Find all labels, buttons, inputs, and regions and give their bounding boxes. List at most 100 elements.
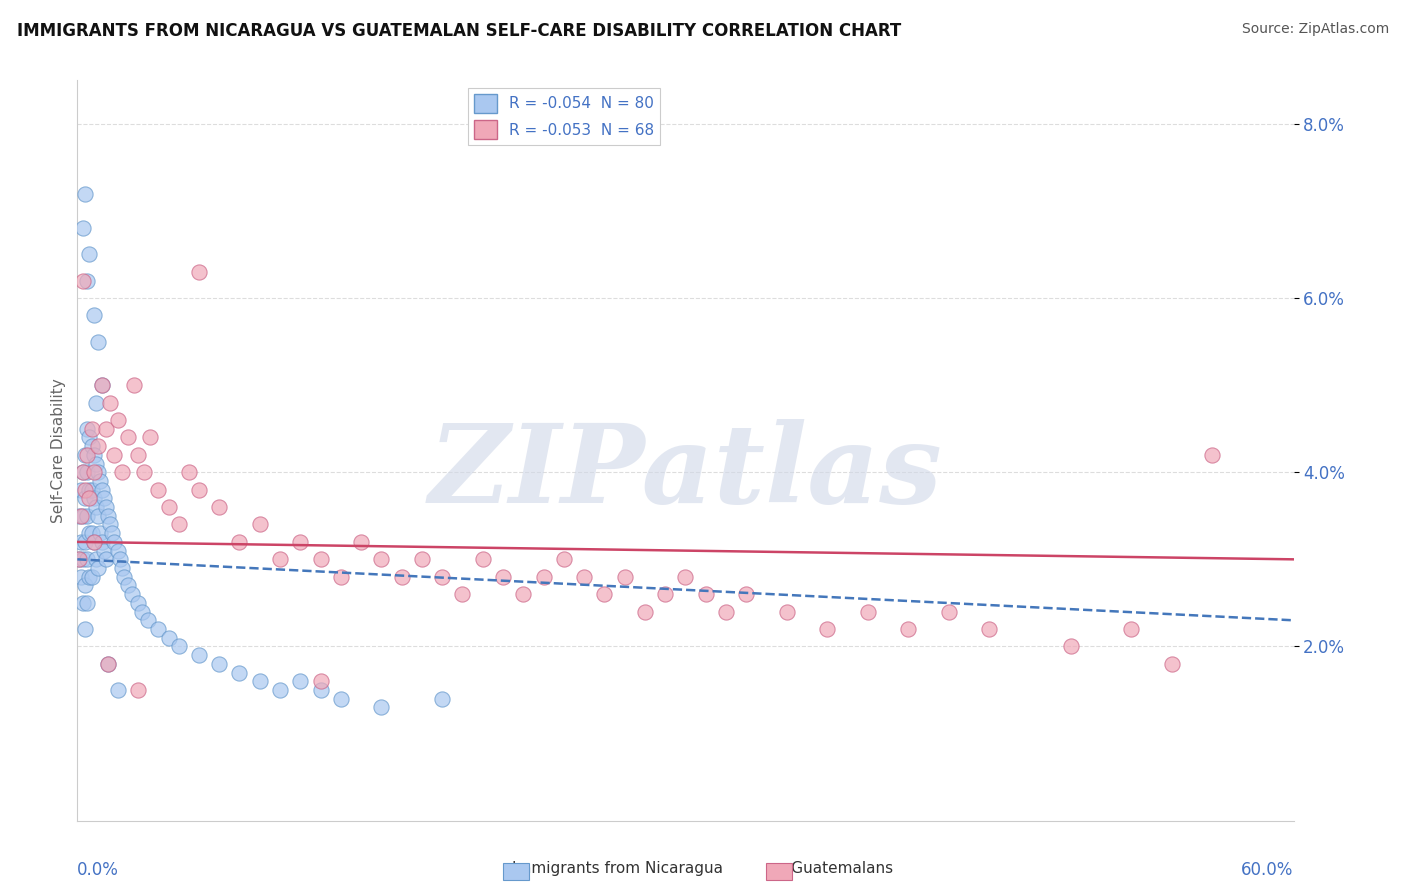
Point	[67, 552, 90, 566]
Point	[695, 587, 717, 601]
Point	[979, 622, 1001, 636]
Point	[84, 552, 107, 566]
Point	[98, 395, 121, 409]
Point	[90, 378, 112, 392]
Point	[111, 465, 134, 479]
Point	[593, 587, 616, 601]
Point	[70, 535, 93, 549]
Point	[76, 596, 98, 610]
Point	[329, 570, 352, 584]
Point	[86, 465, 108, 479]
Point	[76, 508, 98, 523]
Point	[127, 683, 149, 698]
Point	[86, 561, 108, 575]
Point	[72, 508, 94, 523]
Point	[134, 465, 156, 479]
Point	[86, 508, 108, 523]
Point	[776, 605, 799, 619]
Point	[329, 691, 352, 706]
Legend: R = -0.054  N = 80, R = -0.053  N = 68: R = -0.054 N = 80, R = -0.053 N = 68	[468, 88, 659, 145]
Point	[94, 422, 117, 436]
Point	[451, 587, 474, 601]
Point	[72, 596, 94, 610]
Point	[70, 483, 93, 497]
Point	[188, 648, 211, 662]
Point	[411, 552, 433, 566]
Point	[228, 665, 250, 680]
Point	[75, 186, 97, 201]
Point	[75, 448, 97, 462]
Point	[84, 457, 107, 471]
Point	[1059, 640, 1081, 654]
Text: 60.0%: 60.0%	[1241, 862, 1294, 880]
Point	[735, 587, 758, 601]
Point	[613, 570, 636, 584]
Point	[117, 430, 139, 444]
Point	[80, 483, 103, 497]
Point	[492, 570, 515, 584]
Point	[108, 552, 131, 566]
Y-axis label: Self-Care Disability: Self-Care Disability	[51, 378, 66, 523]
Point	[815, 622, 838, 636]
Point	[90, 483, 112, 497]
Point	[72, 221, 94, 235]
Point	[67, 552, 90, 566]
Point	[79, 570, 101, 584]
Point	[127, 596, 149, 610]
Point	[897, 622, 920, 636]
Point	[83, 465, 105, 479]
Point	[84, 500, 107, 514]
Point	[83, 491, 105, 506]
Point	[290, 535, 312, 549]
Point	[94, 500, 117, 514]
Point	[269, 552, 291, 566]
Point	[1121, 622, 1143, 636]
Point	[93, 543, 115, 558]
Point	[309, 683, 332, 698]
Point	[1161, 657, 1184, 671]
Point	[148, 483, 170, 497]
Point	[79, 491, 101, 506]
Point	[127, 448, 149, 462]
Point	[157, 631, 180, 645]
Point	[75, 622, 97, 636]
Point	[89, 526, 111, 541]
Point	[72, 465, 94, 479]
Point	[167, 640, 190, 654]
Point	[98, 517, 121, 532]
Point	[90, 378, 112, 392]
Point	[84, 395, 107, 409]
Point	[83, 309, 105, 323]
Point	[938, 605, 960, 619]
Point	[79, 526, 101, 541]
Point	[430, 691, 453, 706]
Point	[107, 683, 129, 698]
Point	[188, 265, 211, 279]
Point	[714, 605, 737, 619]
Point	[79, 483, 101, 497]
Point	[122, 378, 145, 392]
Text: 0.0%: 0.0%	[77, 862, 120, 880]
Point	[97, 657, 120, 671]
Point	[89, 474, 111, 488]
Point	[572, 570, 595, 584]
Point	[675, 570, 697, 584]
Point	[80, 422, 103, 436]
Point	[290, 674, 312, 689]
Point	[67, 508, 90, 523]
Point	[83, 535, 105, 549]
Point	[249, 517, 271, 532]
Point	[188, 483, 211, 497]
Point	[94, 552, 117, 566]
Point	[76, 448, 98, 462]
Point	[533, 570, 555, 584]
Point	[75, 578, 97, 592]
Point	[72, 552, 94, 566]
Point	[103, 448, 125, 462]
Point	[97, 657, 120, 671]
Text: Immigrants from Nicaragua              Guatemalans: Immigrants from Nicaragua Guatemalans	[512, 861, 894, 876]
Point	[208, 500, 231, 514]
Point	[139, 430, 162, 444]
Point	[157, 500, 180, 514]
Point	[177, 465, 200, 479]
